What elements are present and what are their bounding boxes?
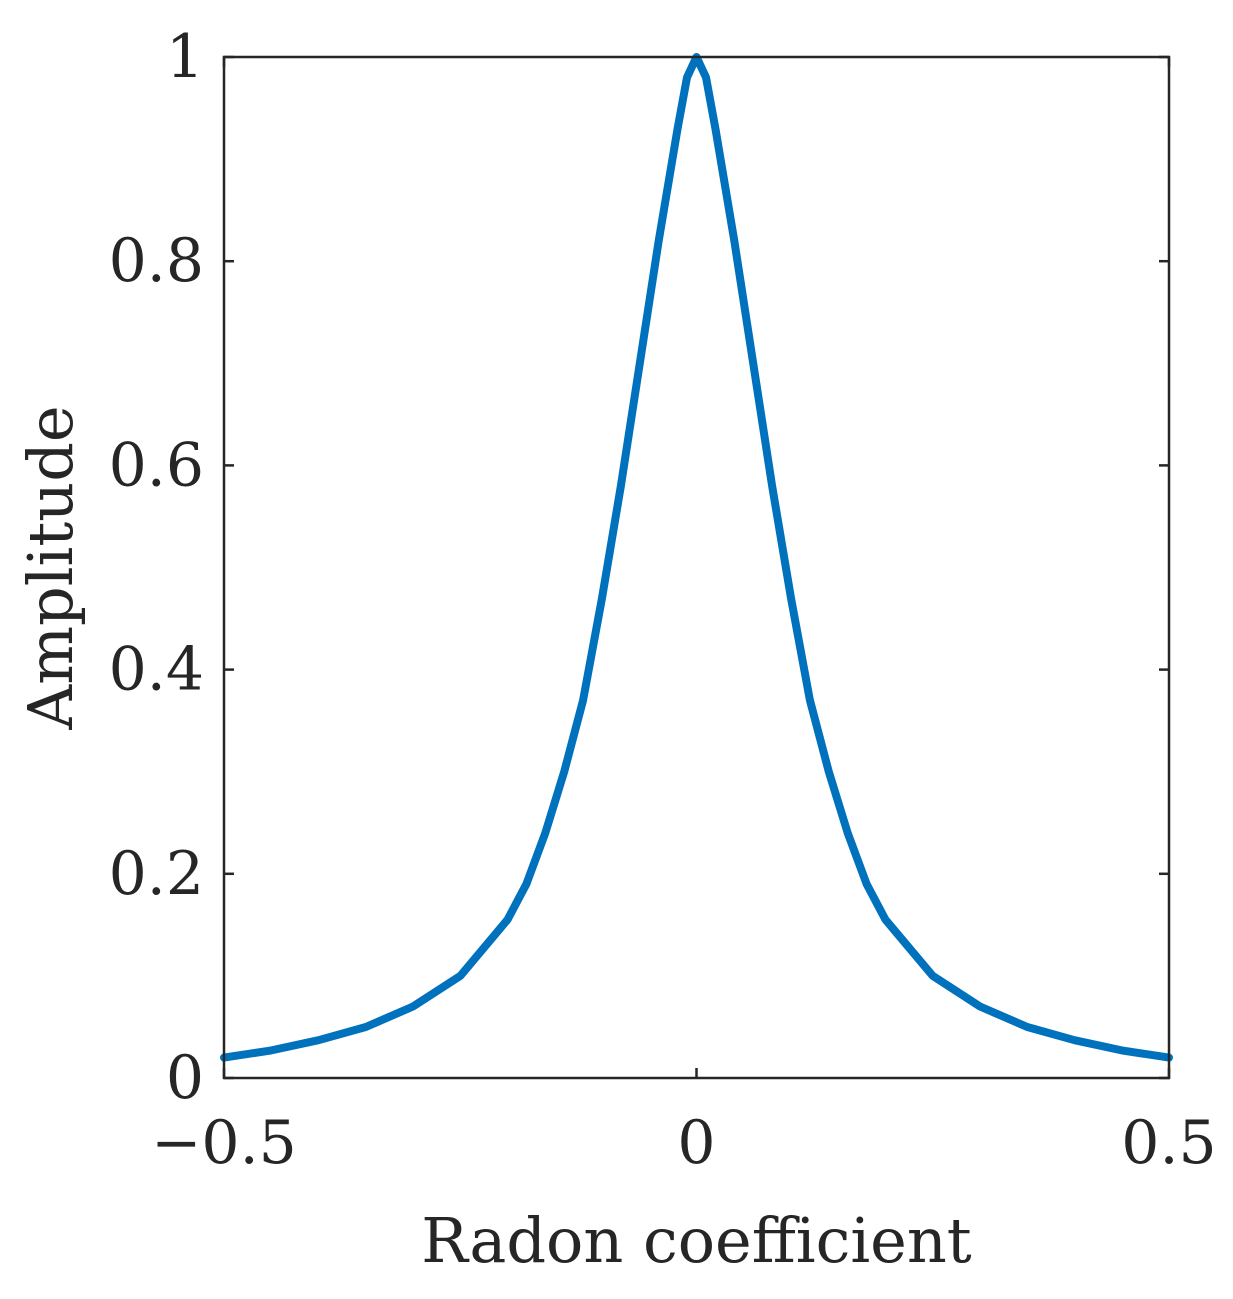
x-tick-label: −0.5 [151, 1108, 297, 1178]
series-line-0 [220, 53, 1173, 1062]
y-tick-label: 1 [166, 22, 204, 92]
x-tick-label: 0 [677, 1108, 715, 1178]
x-axis-label: Radon coefficient [421, 1204, 972, 1277]
y-tick-label: 0.4 [109, 635, 204, 705]
y-tick-label: 0.6 [109, 430, 204, 500]
labels-layer: 00.20.40.60.81−0.5 0 0.5 [109, 22, 1217, 1178]
y-tick-label: 0 [166, 1043, 204, 1113]
plot-area-frame [222, 55, 1171, 1080]
y-tick-label: 0.8 [109, 226, 204, 296]
y-tick-label: 0.2 [109, 839, 204, 909]
y-axis-label: Amplitude [14, 405, 87, 730]
x-tick-label: 0.5 [1121, 1108, 1216, 1178]
ticks-layer [222, 55, 1171, 1080]
series-layer [220, 53, 1173, 1062]
